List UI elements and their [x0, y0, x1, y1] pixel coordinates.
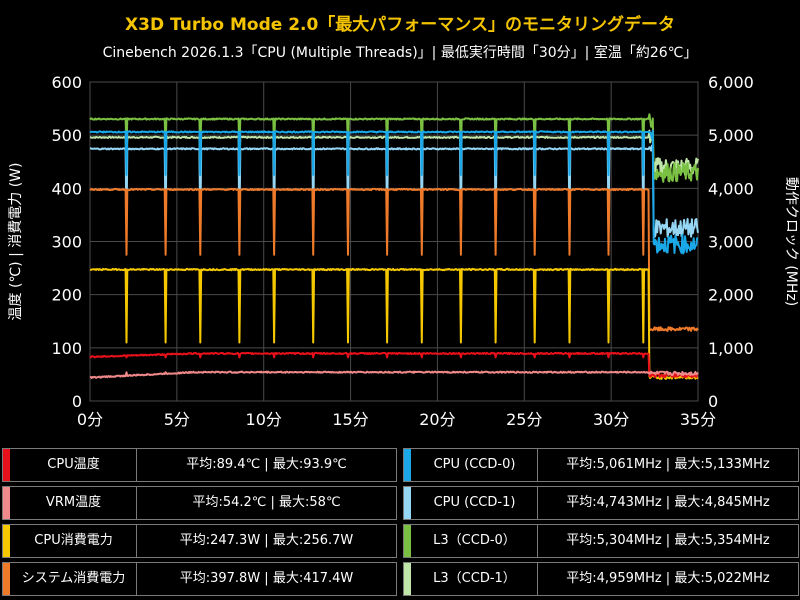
x-tick-label: 10分 [246, 410, 282, 429]
legend-row-l3-ccd1: L3（CCD-1） 平均:4,959MHz | 最大:5,022MHz [403, 562, 799, 596]
y-tick-label-right: 5,000 [708, 126, 754, 145]
x-tick-label: 5分 [164, 410, 190, 429]
legend-name: CPU (CCD-1) [412, 487, 538, 519]
y-tick-label-left: 100 [51, 339, 82, 358]
y-tick-label-left: 600 [51, 73, 82, 92]
x-tick-label: 30分 [593, 410, 629, 429]
x-tick-label: 15分 [332, 410, 368, 429]
legend-row-cpu-temp: CPU温度 平均:89.4℃ | 最大:93.9℃ [2, 448, 397, 482]
legend-swatch [404, 449, 411, 481]
y-tick-label-left: 500 [51, 126, 82, 145]
y-axis-label-left: 温度 (℃) | 消費電力 (W) [8, 163, 24, 321]
legend-swatch [3, 449, 10, 481]
series-line [89, 267, 699, 380]
legend-swatch [404, 487, 411, 519]
legend-row-l3-ccd0: L3（CCD-0） 平均:5,304MHz | 最大:5,354MHz [403, 524, 799, 558]
series-line [89, 370, 699, 379]
legend-swatch [404, 525, 411, 557]
legend-value: 平均:4,743MHz | 最大:4,845MHz [566, 495, 770, 510]
legend-table: CPU温度 平均:89.4℃ | 最大:93.9℃ VRM温度 平均:54.2℃… [0, 447, 800, 600]
legend-value: 平均:5,304MHz | 最大:5,354MHz [566, 533, 770, 548]
legend-value: 平均:5,061MHz | 最大:5,133MHz [566, 457, 770, 472]
y-tick-label-left: 200 [51, 286, 82, 305]
y-tick-label-right: 2,000 [708, 286, 754, 305]
legend-swatch [3, 525, 10, 557]
y-tick-label-left: 0 [72, 392, 82, 411]
x-tick-label: 35分 [680, 410, 716, 429]
legend-name: CPU温度 [11, 449, 137, 481]
legend-swatch [404, 563, 411, 595]
legend-value: 平均:54.2℃ | 最大:58℃ [192, 495, 341, 510]
y-tick-label-right: 1,000 [708, 339, 754, 358]
y-tick-label-left: 400 [51, 179, 82, 198]
legend-value: 平均:247.3W | 最大:256.7W [179, 533, 354, 548]
series-line [89, 129, 699, 178]
legend-name: システム消費電力 [11, 563, 137, 595]
legend-name: L3（CCD-1） [412, 563, 538, 595]
legend-row-system-power: システム消費電力 平均:397.8W | 最大:417.4W [2, 562, 397, 596]
chart-title: X3D Turbo Mode 2.0「最大パフォーマンス」のモニタリングデータ [125, 15, 675, 35]
legend-swatch [3, 563, 10, 595]
x-tick-label: 0分 [77, 410, 103, 429]
y-tick-label-right: 4,000 [708, 179, 754, 198]
chart-svg: 0 0 100 1,000 200 2,000 300 3,000 400 4,000 500 5,0… [8, 73, 799, 429]
series-line [89, 187, 699, 332]
y-tick-label-right: 3,000 [708, 233, 754, 252]
legend-value: 平均:397.8W | 最大:417.4W [179, 571, 354, 586]
series-line [89, 129, 699, 255]
legend-name: L3（CCD-0） [412, 525, 538, 557]
legend-name: VRM温度 [11, 487, 137, 519]
x-tick-label: 20分 [419, 410, 455, 429]
series-line [89, 351, 699, 379]
chart-subtitle: Cinebench 2026.1.3「CPU (Multiple Threads… [102, 45, 698, 61]
legend-row-vrm-temp: VRM温度 平均:54.2℃ | 最大:58℃ [2, 486, 397, 520]
y-tick-label-left: 300 [51, 233, 82, 252]
series-line [89, 144, 699, 238]
legend-value: 平均:89.4℃ | 最大:93.9℃ [186, 457, 347, 472]
y-tick-label-right: 6,000 [708, 73, 754, 92]
y-tick-label-right: 0 [708, 392, 718, 411]
legend-value: 平均:4,959MHz | 最大:5,022MHz [566, 571, 770, 586]
legend-name: CPU (CCD-0) [412, 449, 538, 481]
legend-swatch [3, 487, 10, 519]
legend-row-cpu-ccd1: CPU (CCD-1) 平均:4,743MHz | 最大:4,845MHz [403, 486, 799, 520]
x-tick-label: 25分 [506, 410, 542, 429]
legend-row-cpu-ccd0: CPU (CCD-0) 平均:5,061MHz | 最大:5,133MHz [403, 448, 799, 482]
y-axis-label-right: 動作クロック (MHz) [783, 177, 799, 306]
legend-row-cpu-power: CPU消費電力 平均:247.3W | 最大:256.7W [2, 524, 397, 558]
legend-name: CPU消費電力 [11, 525, 137, 557]
series-line [89, 113, 699, 183]
